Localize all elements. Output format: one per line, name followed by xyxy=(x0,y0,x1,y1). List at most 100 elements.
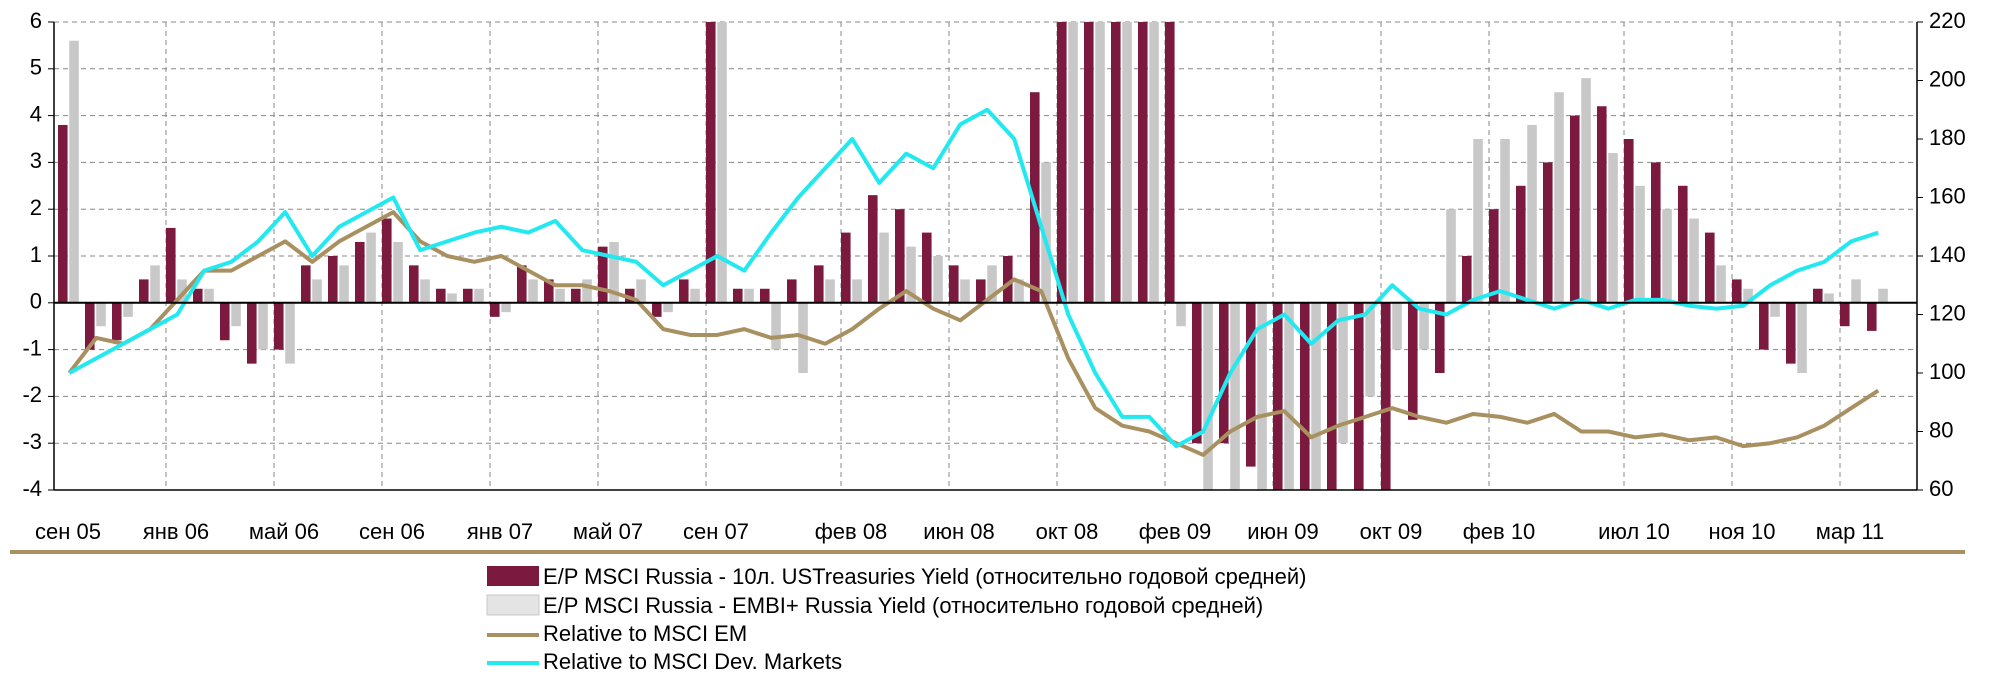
y2-tick-label: 80 xyxy=(1929,417,1953,442)
y-tick-label: 0 xyxy=(30,289,42,314)
bar xyxy=(1635,185,1645,303)
x-tick-label: май 07 xyxy=(573,519,643,544)
bar xyxy=(258,302,268,350)
bar xyxy=(382,218,392,303)
y2-tick-label: 60 xyxy=(1929,476,1953,501)
bar xyxy=(555,288,565,303)
legend-label: Relative to MSCI EM xyxy=(543,621,747,646)
series-group xyxy=(58,22,1888,490)
x-tick-label: июн 09 xyxy=(1247,519,1319,544)
bar xyxy=(436,288,446,303)
bar xyxy=(852,279,862,303)
bar xyxy=(177,279,187,303)
bar xyxy=(85,302,95,350)
x-tick-label: фев 09 xyxy=(1139,519,1212,544)
bar xyxy=(1435,302,1445,373)
bar xyxy=(474,288,484,303)
y2-tick-label: 100 xyxy=(1929,359,1966,384)
bar xyxy=(1462,256,1472,303)
bar xyxy=(231,302,241,327)
bar xyxy=(1419,302,1429,350)
bar xyxy=(868,195,878,303)
bar xyxy=(166,227,176,303)
bar xyxy=(1284,302,1294,490)
legend-swatch xyxy=(487,566,539,586)
bar xyxy=(1300,302,1310,490)
legend-label: E/P MSCI Russia - EMBI+ Russia Yield (от… xyxy=(543,593,1263,618)
bar xyxy=(447,293,457,303)
bar xyxy=(96,302,106,327)
bar xyxy=(490,302,500,317)
y2-tick-label: 120 xyxy=(1929,300,1966,325)
bar xyxy=(1597,106,1607,303)
bar xyxy=(220,302,230,341)
bar xyxy=(1257,302,1267,490)
bar xyxy=(355,241,365,303)
bar xyxy=(1554,92,1564,303)
bar xyxy=(1381,302,1391,490)
x-tick-label: май 06 xyxy=(249,519,319,544)
y-tick-label: -2 xyxy=(22,382,42,407)
bar xyxy=(879,232,889,303)
y2-tick-label: 140 xyxy=(1929,242,1966,267)
bar xyxy=(1392,302,1402,350)
legend-label: Relative to MSCI Dev. Markets xyxy=(543,649,842,674)
bar xyxy=(1608,153,1618,303)
bar xyxy=(1446,209,1456,303)
bar xyxy=(501,302,511,313)
x-tick-label: окт 09 xyxy=(1360,519,1423,544)
bar xyxy=(1878,288,1888,303)
bar xyxy=(1797,302,1807,373)
bar xyxy=(420,279,430,303)
bar xyxy=(247,302,257,364)
legend: E/P MSCI Russia - 10л. USTreasuries Yiel… xyxy=(486,564,1306,674)
bar xyxy=(1851,279,1861,303)
bar xyxy=(204,288,214,303)
bar xyxy=(1716,265,1726,303)
bar xyxy=(1192,302,1202,444)
bar xyxy=(1030,92,1040,303)
bar xyxy=(1165,22,1175,303)
bar xyxy=(690,288,700,303)
bar xyxy=(1084,22,1094,303)
bar xyxy=(393,241,403,303)
bar xyxy=(1122,22,1132,303)
line xyxy=(68,107,1879,449)
bar xyxy=(717,22,727,303)
x-tick-label: сен 06 xyxy=(359,519,425,544)
bar xyxy=(1149,22,1159,303)
bar xyxy=(787,279,797,303)
bar xyxy=(1705,232,1715,303)
bar xyxy=(112,302,122,341)
bar xyxy=(933,256,943,303)
bar xyxy=(1489,209,1499,303)
bar xyxy=(1311,302,1321,490)
bar xyxy=(582,279,592,303)
bar xyxy=(1624,139,1634,303)
bar xyxy=(312,279,322,303)
bar xyxy=(1824,293,1834,303)
bar xyxy=(1203,302,1213,490)
bar xyxy=(1111,22,1121,303)
bar xyxy=(1068,22,1078,303)
y-tick-label: 1 xyxy=(30,242,42,267)
x-tick-label: мар 11 xyxy=(1816,519,1885,544)
bar xyxy=(517,265,527,303)
bar xyxy=(949,265,959,303)
bar xyxy=(274,302,284,350)
line xyxy=(67,210,1880,457)
y-tick-label: -3 xyxy=(22,429,42,454)
bar xyxy=(1813,288,1823,303)
bar xyxy=(922,232,932,303)
bar xyxy=(1095,22,1105,303)
bar xyxy=(895,209,905,303)
bar xyxy=(285,302,295,364)
x-tick-label: фев 10 xyxy=(1463,519,1536,544)
y-tick-label: 6 xyxy=(30,8,42,33)
bar xyxy=(1230,302,1240,490)
bar xyxy=(463,288,473,303)
x-tick-label: янв 06 xyxy=(143,519,209,544)
bar xyxy=(1014,279,1024,303)
bar xyxy=(1057,22,1067,303)
